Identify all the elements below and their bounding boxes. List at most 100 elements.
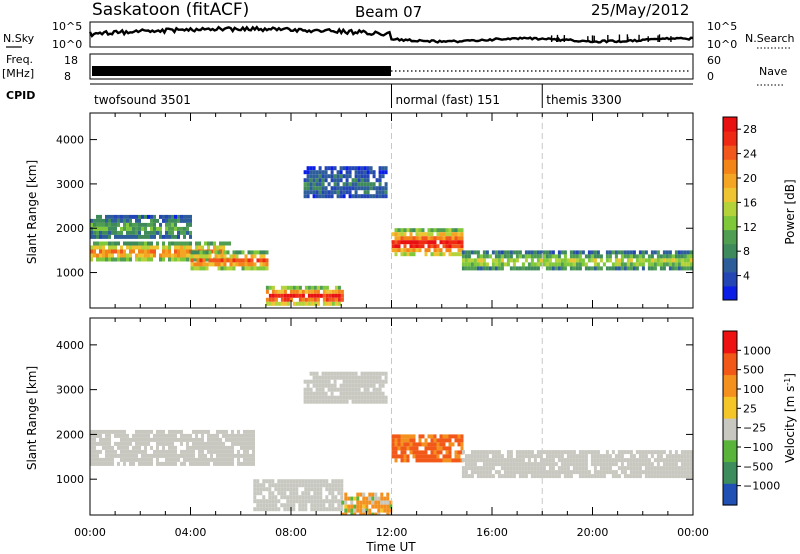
range-gate-cell <box>229 254 233 259</box>
range-gate-cell <box>644 458 648 463</box>
range-gate-cell <box>337 285 341 290</box>
range-gate-cell <box>312 166 316 171</box>
range-gate-cell <box>129 437 132 442</box>
range-gate-cell <box>280 289 284 294</box>
range-gate-cell <box>190 254 194 259</box>
range-gate-cell <box>319 293 323 298</box>
range-gate-cell <box>129 241 132 246</box>
range-gate-cell <box>554 454 558 459</box>
range-gate-cell <box>108 222 111 227</box>
range-gate-cell <box>325 507 329 512</box>
range-gate-cell <box>554 266 558 271</box>
range-gate-cell <box>253 495 257 500</box>
range-gate-cell <box>611 470 615 475</box>
range-gate-cell <box>312 190 316 195</box>
range-gate-cell <box>319 487 323 492</box>
range-gate-cell <box>102 253 105 258</box>
range-gate-cell <box>180 230 183 235</box>
range-gate-cell <box>602 454 606 459</box>
range-gate-cell <box>518 266 522 271</box>
range-gate-cell <box>372 391 376 396</box>
range-gate-cell <box>295 483 299 488</box>
range-gate-cell <box>271 301 275 306</box>
range-gate-cell <box>283 491 287 496</box>
range-gate-cell <box>363 391 367 396</box>
range-gate-cell <box>548 466 552 471</box>
range-gate-cell <box>147 253 150 258</box>
range-gate-cell <box>439 248 443 253</box>
range-gate-cell <box>265 250 269 255</box>
range-gate-cell <box>530 266 534 271</box>
range-gate-cell <box>485 462 489 467</box>
range-gate-cell <box>238 262 242 267</box>
range-gate-cell <box>189 214 192 219</box>
range-gate-cell <box>515 454 519 459</box>
range-gate-cell <box>351 194 355 199</box>
range-gate-cell <box>240 433 243 438</box>
range-gate-cell <box>334 499 338 504</box>
range-gate-cell <box>503 250 507 255</box>
range-gate-cell <box>686 254 690 259</box>
range-gate-cell <box>473 258 477 263</box>
range-gate-cell <box>360 178 364 183</box>
range-gate-cell <box>689 470 693 475</box>
range-gate-cell <box>132 445 135 450</box>
colorbar-swatch <box>723 159 737 174</box>
range-gate-cell <box>265 503 269 508</box>
range-gate-cell <box>527 466 531 471</box>
range-gate-cell <box>144 461 147 466</box>
range-gate-cell <box>321 178 325 183</box>
range-gate-cell <box>213 441 216 446</box>
range-gate-cell <box>303 391 307 396</box>
range-gate-cell <box>506 474 510 479</box>
range-gate-cell <box>372 383 376 388</box>
range-gate-cell <box>386 504 390 509</box>
range-gate-cell <box>375 399 379 404</box>
range-gate-cell <box>271 289 275 294</box>
range-gate-cell <box>289 503 293 508</box>
range-gate-cell <box>641 458 645 463</box>
range-gate-cell <box>635 470 639 475</box>
range-gate-cell <box>337 491 341 496</box>
range-gate-cell <box>500 462 504 467</box>
range-gate-cell <box>473 454 477 459</box>
range-gate-cell <box>626 450 630 455</box>
range-gate-cell <box>310 483 314 488</box>
range-gate-cell <box>340 289 344 294</box>
range-gate-cell <box>337 483 341 488</box>
range-gate-cell <box>219 453 222 458</box>
colorbar-swatch <box>723 285 737 301</box>
range-gate-cell <box>330 166 334 171</box>
range-gate-cell <box>378 375 382 380</box>
range-gate-cell <box>117 234 120 239</box>
range-gate-cell <box>506 262 510 267</box>
range-gate-cell <box>333 182 337 187</box>
range-gate-cell <box>415 248 419 253</box>
range-gate-cell <box>560 462 564 467</box>
range-gate-cell <box>315 383 319 388</box>
range-gate-cell <box>315 391 319 396</box>
range-gate-cell <box>421 458 425 463</box>
range-gate-cell <box>357 395 361 400</box>
range-gate-cell <box>668 466 672 471</box>
range-gate-cell <box>129 449 132 454</box>
colorbar-swatch <box>723 229 737 245</box>
range-gate-cell <box>301 301 305 306</box>
range-gate-cell <box>96 226 99 231</box>
range-gate-cell <box>330 387 334 392</box>
range-gate-cell <box>96 214 99 219</box>
range-gate-cell <box>342 387 346 392</box>
range-gate-cell <box>117 222 120 227</box>
colorbar-tick-label: 500 <box>743 364 764 377</box>
range-gate-cell <box>301 491 305 496</box>
range-gate-cell <box>451 458 455 463</box>
colorbar-tick-label: 4 <box>743 270 750 283</box>
range-gate-cell <box>204 241 207 246</box>
range-gate-cell <box>436 442 440 447</box>
range-gate-cell <box>372 194 376 199</box>
range-gate-cell <box>527 458 531 463</box>
range-gate-cell <box>445 438 449 443</box>
range-gate-cell <box>274 499 278 504</box>
